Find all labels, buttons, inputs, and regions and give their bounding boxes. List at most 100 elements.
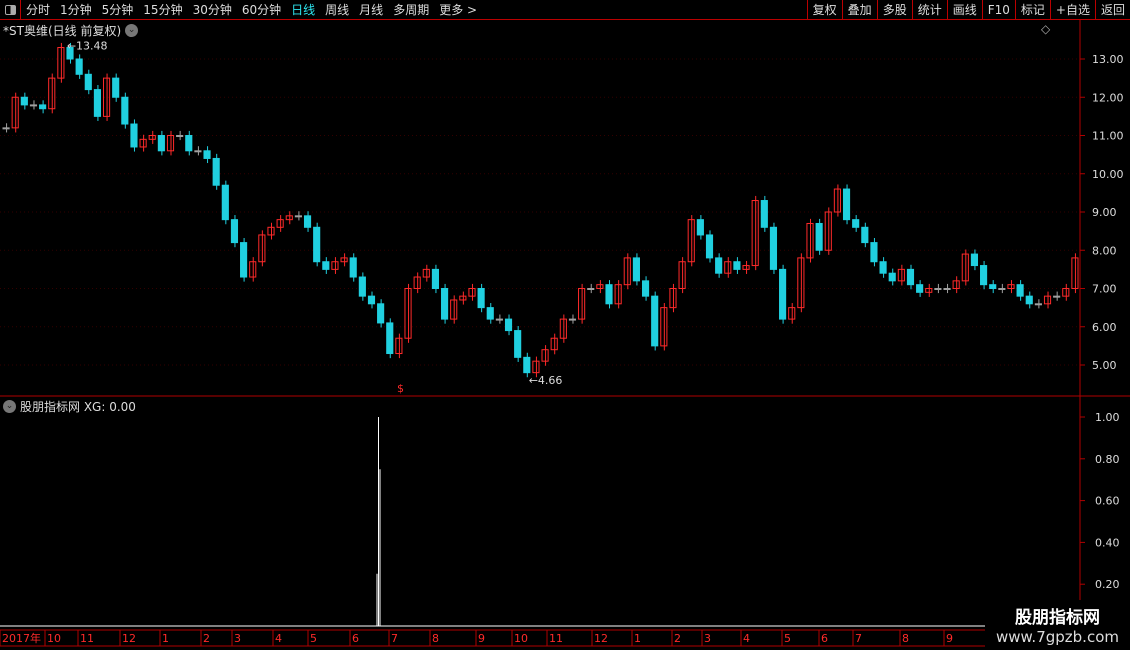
candle: [285, 215, 293, 221]
candle: [276, 219, 284, 228]
candle: [669, 288, 677, 309]
period-tab-7[interactable]: 周线: [325, 2, 350, 17]
period-tab-6[interactable]: 日线: [291, 2, 316, 17]
candle: [258, 234, 266, 263]
candle: [377, 303, 385, 324]
main-chart-title: *ST奥维(日线 前复权): [3, 24, 122, 38]
candle: [11, 96, 19, 129]
toolbar-button-1[interactable]: 叠加: [841, 0, 877, 20]
period-tab-10[interactable]: 更多 >: [439, 2, 478, 17]
candle: [715, 257, 723, 274]
candle: [2, 127, 10, 130]
candle: [102, 77, 111, 117]
candle: [203, 150, 211, 159]
period-tab-4[interactable]: 30分钟: [192, 2, 232, 17]
candle: [760, 200, 768, 228]
toolbar-button-7[interactable]: +自选: [1049, 0, 1095, 20]
indicator-title: 股朋指标网 XG: 0.00: [20, 400, 136, 414]
candle: [514, 330, 522, 358]
period-tab-0[interactable]: 分时: [26, 2, 51, 17]
candle: [331, 261, 339, 270]
x-tick-label: 11: [80, 632, 94, 645]
candle: [185, 135, 193, 152]
candle: [139, 138, 147, 148]
candle: [651, 295, 659, 347]
candle: [112, 77, 120, 98]
candle: [395, 337, 403, 355]
x-tick-label: 8: [902, 632, 909, 645]
candle: [568, 318, 577, 321]
layout-icon: [4, 4, 16, 15]
toolbar-button-0[interactable]: 复权: [806, 0, 842, 20]
period-tab-8[interactable]: 月线: [359, 2, 384, 17]
candle: [230, 219, 239, 244]
candle: [550, 337, 558, 351]
candle: [194, 150, 202, 153]
candle: [779, 268, 787, 320]
y-tick-label: 13.00: [1092, 53, 1124, 66]
toolbar-button-6[interactable]: 标记: [1014, 0, 1050, 20]
candle: [303, 215, 312, 228]
period-tab-9[interactable]: 多周期: [393, 2, 430, 17]
x-tick-label: 10: [514, 632, 528, 645]
candle: [724, 261, 732, 274]
x-tick-label: 1: [634, 632, 641, 645]
candle: [541, 349, 549, 362]
indicator-tick-label: 1.00: [1095, 411, 1120, 424]
candle: [349, 257, 357, 278]
candle: [57, 47, 65, 79]
candle: [916, 284, 924, 293]
candle: [925, 288, 933, 293]
x-tick-label: 9: [946, 632, 953, 645]
y-tick-label: 11.00: [1092, 130, 1124, 143]
candle: [477, 288, 485, 309]
indicator-tick-label: 0.60: [1095, 495, 1120, 508]
toolbar-button-4[interactable]: 画线: [946, 0, 982, 20]
candle: [705, 234, 714, 259]
watermark-title: 股朋指标网: [1015, 608, 1100, 628]
candle: [888, 272, 896, 282]
candle: [532, 360, 540, 374]
candle: [157, 135, 165, 152]
candle: [404, 288, 412, 339]
period-tab-5[interactable]: 60分钟: [241, 2, 282, 17]
candle: [294, 215, 302, 218]
y-tick-label: 12.00: [1092, 91, 1124, 104]
candle: [66, 47, 74, 60]
candle: [842, 188, 851, 221]
chevron-down-icon[interactable]: ⌄: [3, 400, 16, 413]
period-tab-2[interactable]: 5分钟: [101, 2, 134, 17]
candle: [523, 356, 531, 374]
x-tick-label: 4: [743, 632, 750, 645]
candle: [733, 261, 741, 270]
x-tick-label: 10: [47, 632, 61, 645]
candle: [687, 219, 695, 263]
toolbar-button-2[interactable]: 多股: [876, 0, 912, 20]
candle: [459, 295, 467, 301]
toolbar-button-5[interactable]: F10: [981, 0, 1015, 20]
chevron-down-icon[interactable]: ⌄: [125, 24, 139, 37]
candle: [934, 288, 942, 290]
candle: [212, 157, 220, 186]
candle: [1025, 295, 1033, 305]
candle: [980, 265, 988, 286]
candle: [1043, 295, 1052, 305]
candle: [468, 288, 476, 297]
layout-toggle-button[interactable]: [0, 0, 21, 20]
toolbar-button-3[interactable]: 统计: [911, 0, 947, 20]
candle: [431, 268, 440, 289]
y-tick-label: 8.00: [1092, 244, 1117, 257]
candle: [413, 276, 421, 289]
toolbar-button-8[interactable]: 返回: [1094, 0, 1130, 20]
candle: [623, 257, 631, 286]
diamond-icon[interactable]: ◇: [1041, 22, 1051, 36]
x-tick-label: 5: [310, 632, 317, 645]
watermark: 股朋指标网 www.7gpzb.com: [985, 600, 1130, 650]
period-tab-3[interactable]: 15分钟: [143, 2, 183, 17]
candle: [367, 295, 376, 305]
x-tick-label: 2: [674, 632, 681, 645]
period-tab-1[interactable]: 1分钟: [60, 2, 92, 17]
x-tick-label: 7: [391, 632, 398, 645]
candle: [121, 96, 129, 125]
